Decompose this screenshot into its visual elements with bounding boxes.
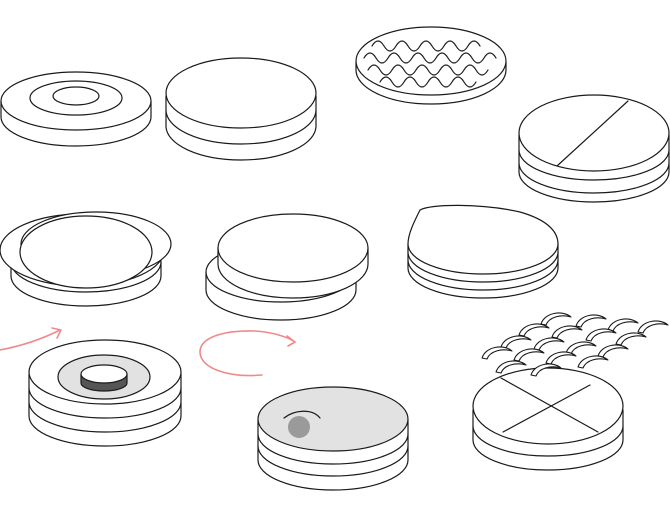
- crescent-piece-17: [495, 360, 527, 374]
- crescent-piece-16: [577, 355, 609, 369]
- crescent-piece-9: [500, 335, 532, 349]
- offset-stack: [205, 213, 369, 321]
- rotating-stack-with-center-puck: [0, 327, 182, 447]
- crescent-piece-7: [585, 328, 617, 342]
- crescent-piece-15: [545, 351, 577, 365]
- shaded-stack-with-ball: [199, 330, 409, 491]
- crescent-piece-1: [540, 312, 572, 326]
- crescent-piece-11: [565, 341, 597, 355]
- crescent-piece-3: [607, 318, 639, 332]
- crescent-piece-12: [597, 344, 629, 358]
- disc-with-wavy-texture: [355, 26, 507, 105]
- two-layer-stack: [165, 57, 317, 161]
- split-top-stack: [518, 94, 670, 203]
- crescent-piece-2: [575, 314, 607, 328]
- curled-top-stack: [407, 204, 559, 299]
- crescent-piece-6: [551, 325, 583, 339]
- crescent-piece-10: [533, 337, 565, 351]
- rotation-arrow: [199, 330, 296, 377]
- quartered-stack: [472, 367, 624, 471]
- crescent-piece-5: [518, 323, 550, 337]
- crescent-piece-4: [637, 320, 669, 334]
- crescent-piece-14: [513, 348, 545, 362]
- rotation-arrow: [0, 329, 61, 351]
- crescent-piece-13: [481, 346, 513, 360]
- crescent-piece-18: [530, 363, 562, 377]
- crescent-pieces: [481, 312, 669, 377]
- misaligned-stack: [0, 211, 172, 307]
- single-disc-with-rings: [0, 71, 152, 147]
- crescent-piece-8: [615, 332, 647, 346]
